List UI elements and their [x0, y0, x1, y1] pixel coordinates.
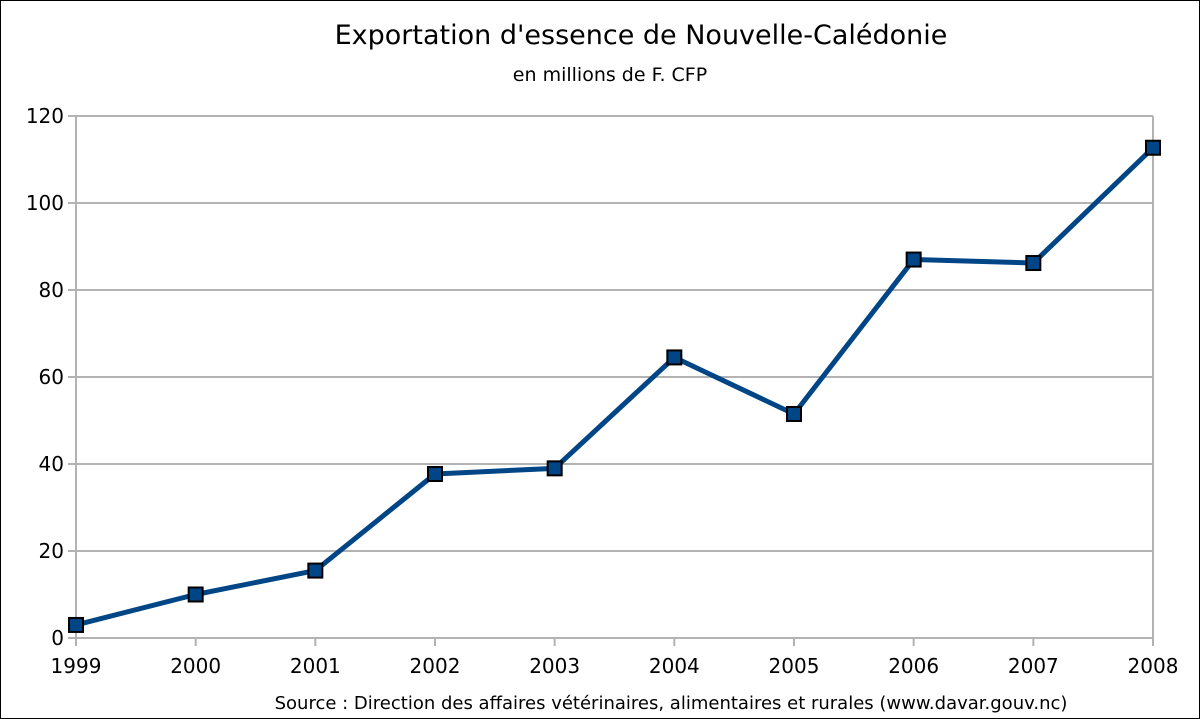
- data-point-1999: [68, 616, 84, 633]
- y-tick-label-120: 120: [26, 104, 64, 128]
- series-group: [68, 139, 1161, 633]
- x-tick-label-2007: 2007: [1008, 654, 1059, 678]
- x-tick-label-2001: 2001: [290, 654, 341, 678]
- x-tick-label-2004: 2004: [649, 654, 700, 678]
- data-point-2003: [546, 460, 563, 477]
- data-point-2004: [666, 349, 683, 366]
- axes: [68, 115, 1154, 646]
- x-tick-label-2005: 2005: [769, 654, 820, 678]
- data-point-2000: [187, 586, 204, 603]
- data-point-2006: [905, 251, 922, 268]
- x-tick-label-1999: 1999: [51, 654, 102, 678]
- x-tick-label-2003: 2003: [529, 654, 580, 678]
- y-tick-labels: 0 20 40 60 80 100 120: [26, 104, 64, 650]
- data-point-2008: [1145, 139, 1161, 156]
- series-line: [75, 145, 1155, 628]
- x-tick-labels: 1999 2000 2001 2002 2003 2004 2005 2006 2007 2008: [51, 654, 1179, 678]
- y-tick-label-60: 60: [39, 365, 64, 389]
- chart-subtitle: en millions de F. CFP: [513, 64, 707, 86]
- y-tick-label-20: 20: [39, 539, 64, 563]
- data-point-2002: [427, 466, 443, 483]
- y-tick-label-40: 40: [39, 452, 64, 476]
- gridlines: [76, 115, 1153, 639]
- chart-title: Exportation d'essence de Nouvelle-Calédo…: [335, 20, 948, 51]
- data-point-2001: [307, 562, 324, 579]
- data-point-2005: [786, 405, 802, 422]
- y-tick-label-100: 100: [26, 191, 64, 215]
- x-tick-label-2008: 2008: [1128, 654, 1179, 678]
- x-tick-label-2002: 2002: [410, 654, 461, 678]
- data-point-2007: [1025, 255, 1042, 272]
- x-tick-label-2000: 2000: [170, 654, 221, 678]
- y-tick-label-80: 80: [39, 278, 64, 302]
- source-note: Source : Direction des affaires vétérina…: [275, 693, 1068, 714]
- y-tick-label-0: 0: [51, 626, 64, 650]
- x-tick-label-2006: 2006: [888, 654, 939, 678]
